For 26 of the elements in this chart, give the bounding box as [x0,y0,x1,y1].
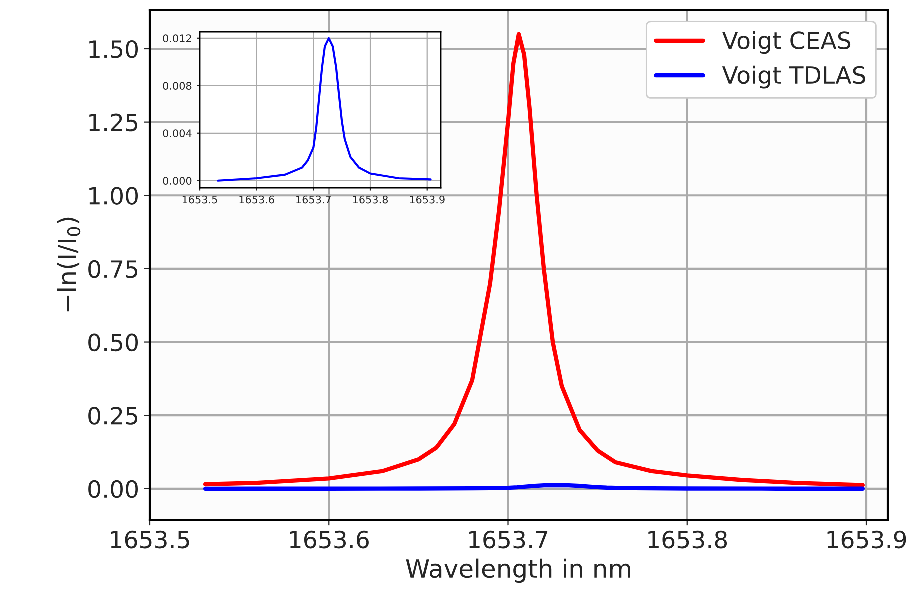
y-tick-label: 0.00 [88,480,138,498]
y-tick-label: 0.25 [88,407,138,425]
y-tick-label: 0.75 [88,260,138,278]
y-tick-label: 0.008 [163,82,192,90]
y-tick-label: 0.012 [163,34,192,43]
x-tick-label: 1653.7 [470,530,548,549]
x-tick-label: 1653.7 [296,196,332,204]
x-axis-title: Wavelength in nm [406,558,630,584]
y-tick-label: 0.50 [88,334,138,352]
y-tick-label: 1.25 [90,114,138,132]
x-tick-label: 1653.8 [648,530,728,549]
x-tick-label: 1653.9 [828,530,906,549]
x-tick-label: 1653.9 [410,196,445,204]
x-tick-label: 1653.6 [290,530,369,549]
x-tick-label: 1653.8 [353,196,388,204]
y-tick-label: 1.50 [90,40,138,58]
x-tick-label: 1653.5 [182,196,218,204]
legend-label: Voigt CEAS [722,31,851,54]
line-series [217,37,432,182]
x-tick-label: 1653.6 [240,196,274,204]
legend-label: Voigt TDLAS [722,66,866,89]
y-tick-label: 0.000 [163,177,192,185]
y-tick-label: 0.004 [163,130,192,138]
y-tick-label: 1.00 [90,187,138,205]
x-tick-label: 1653.5 [111,530,190,549]
y-axis-title: −ln(I/I$_{0}$) [57,218,81,312]
